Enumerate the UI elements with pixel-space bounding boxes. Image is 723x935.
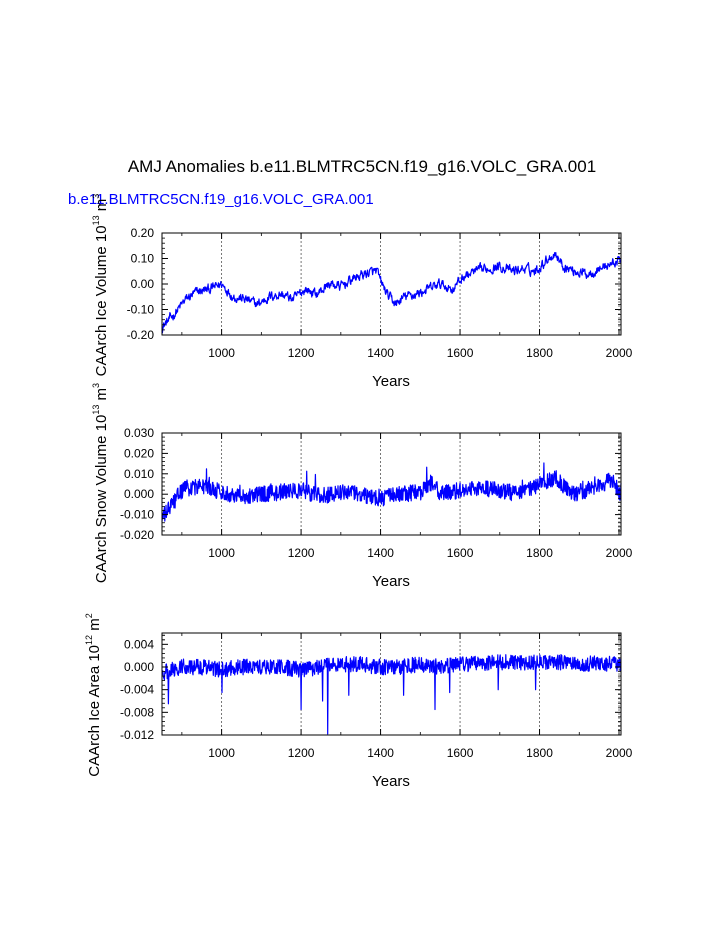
x-axis-label-ice-area: Years <box>372 773 410 790</box>
ytick-label: -0.012 <box>120 728 154 742</box>
y-axis-label-ice-volume: CAArch Ice Volume 1013 m3 <box>91 194 110 377</box>
xtick-label: 1600 <box>447 346 474 360</box>
xtick-label: 1000 <box>208 546 235 560</box>
series-line-snow-volume <box>161 462 622 522</box>
ytick-label: -0.020 <box>120 528 154 542</box>
xtick-label: 1800 <box>526 346 553 360</box>
xtick-label: 1800 <box>526 746 553 760</box>
plot-frame-snow-volume <box>161 432 622 536</box>
ytick-label: 0.20 <box>131 226 155 240</box>
xtick-label: 1200 <box>288 746 315 760</box>
xtick-label: 1600 <box>447 546 474 560</box>
xtick-label: 1400 <box>367 746 394 760</box>
ytick-label: 0.00 <box>131 277 155 291</box>
x-axis-label-snow-volume: Years <box>372 573 410 590</box>
xtick-label: 1200 <box>288 546 315 560</box>
ytick-label: 0.10 <box>131 252 155 266</box>
plot-frame-ice-area <box>161 632 622 736</box>
xtick-label: 1000 <box>208 746 235 760</box>
xtick-label: 1400 <box>367 346 394 360</box>
ytick-label: 0.000 <box>124 487 154 501</box>
xtick-label: 1200 <box>288 346 315 360</box>
plot-frame-ice-volume <box>161 232 622 336</box>
xtick-label: 1600 <box>447 746 474 760</box>
ytick-label: 0.010 <box>124 467 154 481</box>
y-axis-label-snow-volume: CAArch Snow Volume 1013 m3 <box>91 383 110 583</box>
ytick-label: -0.004 <box>120 683 154 697</box>
panel-snow-volume: CAArch Snow Volume 1013 m3 Years -0.020 -… <box>91 383 633 590</box>
series-line-ice-volume <box>161 252 622 334</box>
xtick-label: 2000 <box>606 346 633 360</box>
x-axis-label-ice-volume: Years <box>372 373 410 390</box>
ytick-label: 0.020 <box>124 446 154 460</box>
xtick-label: 2000 <box>606 546 633 560</box>
series-line-ice-area <box>161 653 622 735</box>
ytick-label: -0.20 <box>127 328 155 342</box>
ytick-label: 0.000 <box>124 660 154 674</box>
xtick-label: 1800 <box>526 546 553 560</box>
panel-ice-volume: CAArch Ice Volume 1013 m3 Years -0.20 -0.… <box>91 194 633 390</box>
ytick-label: -0.10 <box>127 303 155 317</box>
xtick-label: 2000 <box>606 746 633 760</box>
y-axis-label-ice-area: CAArch Ice Area 1012 m2 <box>84 613 103 776</box>
ytick-label: -0.010 <box>120 508 154 522</box>
xtick-label: 1400 <box>367 546 394 560</box>
panel-ice-area: CAArch Ice Area 1012 m2 Years -0.012 -0.0… <box>84 613 633 790</box>
ytick-label: 0.004 <box>124 637 154 651</box>
figure-subtitle: b.e11.BLMTRC5CN.f19_g16.VOLC_GRA.001 <box>68 191 374 208</box>
ytick-label: 0.030 <box>124 426 154 440</box>
figure-title: AMJ Anomalies b.e11.BLMTRC5CN.f19_g16.VO… <box>128 157 596 176</box>
xtick-label: 1000 <box>208 346 235 360</box>
ytick-label: -0.008 <box>120 705 154 719</box>
